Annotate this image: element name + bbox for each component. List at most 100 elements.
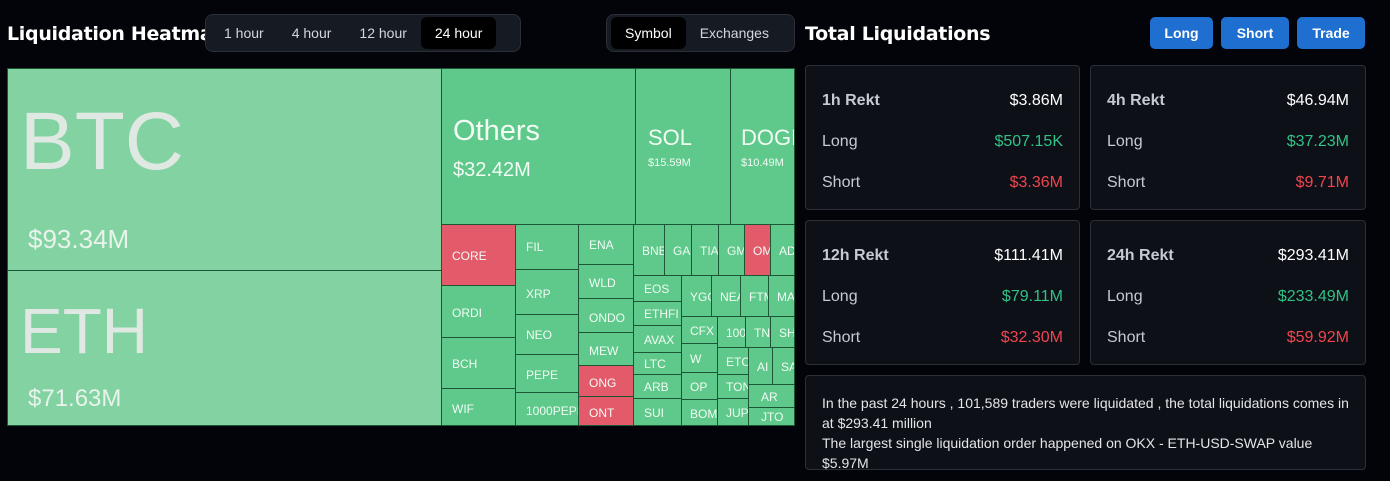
tile-eth[interactable]: ETH $71.63M: [7, 270, 442, 426]
tile-symbol: EOS: [644, 282, 670, 296]
tile-om[interactable]: OM: [744, 224, 771, 276]
tile-symbol: FTM: [749, 290, 768, 304]
tile-near[interactable]: NEAR: [711, 275, 741, 317]
tile-symbol: SAND: [781, 360, 794, 374]
tile-value: $93.34M: [28, 224, 130, 254]
short-value: $9.71M: [1295, 174, 1349, 191]
tile-w[interactable]: W: [681, 343, 718, 373]
tile-wld[interactable]: WLD: [578, 264, 634, 299]
rekt-card-4h: 4h Rekt $46.94M Long $37.23M Short $9.71M: [1090, 65, 1366, 210]
tile-op[interactable]: OP: [681, 372, 718, 400]
view-option-exchanges[interactable]: Exchanges: [699, 25, 769, 41]
tile-symbol: XRP: [526, 287, 551, 301]
tile-sand[interactable]: SAND: [772, 347, 795, 385]
tile-bome[interactable]: BOME: [681, 399, 718, 426]
tile-core[interactable]: CORE: [441, 224, 516, 286]
tile-jup[interactable]: JUP: [717, 398, 749, 426]
tile-symbol: JTO: [761, 410, 784, 424]
short-value: $3.36M: [1009, 174, 1063, 191]
time-option-1h[interactable]: 1 hour: [224, 25, 264, 41]
long-label: Long: [1107, 133, 1143, 150]
tile-ltc[interactable]: LTC: [633, 352, 682, 375]
tile-eos[interactable]: EOS: [633, 275, 682, 302]
tile-ar[interactable]: AR: [748, 384, 795, 408]
tile-symbol: ENA: [589, 238, 614, 252]
tile-symbol: ONDO: [589, 311, 625, 325]
tile-gala[interactable]: GALA: [664, 224, 692, 276]
tile-ygg[interactable]: YGG: [681, 275, 712, 317]
long-button[interactable]: Long: [1150, 17, 1213, 49]
tile-symbol: 1000PEPE: [526, 404, 579, 418]
card-total: $46.94M: [1286, 92, 1349, 109]
time-option-24h[interactable]: 24 hour: [420, 17, 497, 49]
tile-arb[interactable]: ARB: [633, 374, 682, 399]
tile-symbol: PEPE: [526, 368, 559, 382]
tile-matic[interactable]: MATIC: [768, 275, 795, 317]
tile-xrp[interactable]: XRP: [515, 269, 579, 315]
tile-1000pepe[interactable]: 1000PEPE: [515, 392, 579, 426]
tile-ada[interactable]: ADA: [770, 224, 795, 276]
tile-symbol: ETHFI: [644, 307, 679, 321]
tile-ena[interactable]: ENA: [578, 224, 634, 265]
tile-shib[interactable]: SHIB: [770, 316, 795, 348]
view-selector: Symbol Exchanges: [606, 14, 795, 52]
time-option-4h[interactable]: 4 hour: [291, 25, 332, 41]
tile-ai[interactable]: AI: [748, 347, 773, 385]
tile-sol[interactable]: SOL $15.59M: [635, 68, 731, 225]
tile-tia[interactable]: TIA: [691, 224, 719, 276]
tile-symbol: ETC: [726, 355, 749, 369]
liquidation-heatmap: BTC $93.34M ETH $71.63M Others $32.42M S…: [7, 68, 795, 426]
tile-1000[interactable]: 1000: [717, 316, 746, 348]
tile-jto[interactable]: JTO: [748, 407, 795, 426]
tile-ondo[interactable]: ONDO: [578, 298, 634, 333]
tile-symbol: OM: [753, 244, 771, 258]
tile-symbol: SHIB: [779, 326, 795, 340]
tile-ont[interactable]: ONT: [578, 396, 634, 426]
tile-symbol: 1000: [726, 326, 746, 340]
tile-bch[interactable]: BCH: [441, 337, 516, 389]
tile-bnb[interactable]: BNB: [633, 224, 665, 276]
tile-fil[interactable]: FIL: [515, 224, 579, 270]
tile-mew[interactable]: MEW: [578, 332, 634, 366]
tile-ong[interactable]: ONG: [578, 365, 634, 397]
tile-wif[interactable]: WIF: [441, 388, 516, 426]
long-label: Long: [822, 288, 858, 305]
summary-line-2: The largest single liquidation order hap…: [822, 435, 1313, 471]
trade-button[interactable]: Trade: [1297, 17, 1365, 49]
long-label: Long: [822, 133, 858, 150]
tile-symbol: MATIC: [777, 290, 795, 304]
short-label: Short: [822, 329, 861, 346]
short-button[interactable]: Short: [1221, 17, 1289, 49]
tile-avax[interactable]: AVAX: [633, 325, 682, 353]
card-label: 1h Rekt: [822, 92, 880, 109]
tile-ethfi[interactable]: ETHFI: [633, 301, 682, 326]
tile-ordi[interactable]: ORDI: [441, 285, 516, 338]
tile-gmt[interactable]: GMT: [718, 224, 745, 276]
tile-cfx[interactable]: CFX: [681, 316, 718, 344]
tile-others[interactable]: Others $32.42M: [441, 68, 636, 225]
tile-btc[interactable]: BTC $93.34M: [7, 68, 442, 271]
tile-sui[interactable]: SUI: [633, 398, 682, 426]
tile-symbol: YGG: [690, 290, 711, 304]
summary-card: In the past 24 hours , 101,589 traders w…: [805, 375, 1366, 471]
tile-symbol: GMT: [727, 244, 744, 258]
heatmap-title: Liquidation Heatmap: [7, 23, 226, 45]
short-value: $32.30M: [1000, 329, 1063, 346]
long-value: $79.11M: [1001, 288, 1063, 305]
tile-ton[interactable]: TON: [717, 374, 749, 399]
tile-tnsr[interactable]: TNSR: [745, 316, 771, 348]
card-label: 12h Rekt: [822, 247, 889, 264]
tile-symbol: AVAX: [644, 333, 675, 347]
tile-etc[interactable]: ETC: [717, 347, 749, 375]
tile-doge[interactable]: DOGE $10.49M: [730, 68, 795, 225]
tile-ftm[interactable]: FTM: [740, 275, 769, 317]
tile-neo[interactable]: NEO: [515, 314, 579, 355]
tile-symbol: LTC: [644, 357, 666, 371]
card-label: 4h Rekt: [1107, 92, 1165, 109]
time-option-12h[interactable]: 12 hour: [359, 25, 407, 41]
card-total: $3.86M: [1009, 92, 1063, 109]
card-total: $111.41M: [994, 247, 1063, 264]
tile-symbol: Others: [453, 115, 541, 147]
view-option-symbol[interactable]: Symbol: [611, 17, 686, 49]
tile-pepe[interactable]: PEPE: [515, 354, 579, 393]
